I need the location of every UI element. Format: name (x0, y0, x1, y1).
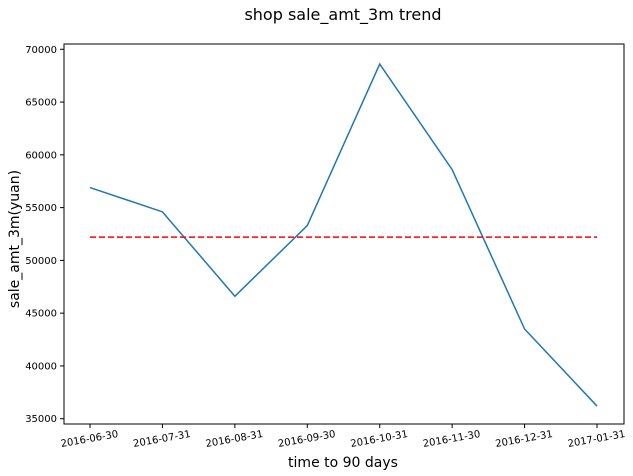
trend-point (378, 62, 382, 66)
y-tick-label: 45000 (25, 309, 57, 320)
x-axis-title: time to 90 days (288, 455, 398, 471)
y-tick-label: 65000 (25, 98, 57, 109)
x-tick-label: 2016-12-31 (495, 429, 554, 450)
x-tick-label: 2016-09-30 (277, 429, 336, 450)
average-point (378, 235, 382, 239)
x-tick-label: 2016-06-30 (60, 429, 119, 450)
y-tick-label: 50000 (25, 256, 57, 267)
y-tick-label: 60000 (25, 150, 57, 161)
y-axis-title: sale_amt_3m(yuan) (7, 170, 23, 308)
chart-title: shop sale_amt_3m trend (244, 5, 441, 25)
average-point (233, 235, 237, 239)
average-point (88, 235, 92, 239)
x-tick-label: 2017-01-31 (567, 429, 626, 450)
average-point (595, 235, 599, 239)
x-tick-label: 2016-10-31 (350, 429, 409, 450)
plot-area: 35000 40000 45000 50000 55000 60000 65000 70000… (25, 43, 626, 450)
plot-frame (63, 43, 625, 425)
trend-line (89, 62, 598, 407)
y-tick-label: 40000 (25, 361, 57, 372)
trend-point (160, 210, 164, 214)
y-tick-label: 35000 (25, 414, 57, 425)
trend-point (523, 327, 527, 331)
average-point (523, 235, 527, 239)
average-point (305, 235, 309, 239)
x-tick-label: 2016-07-31 (132, 429, 191, 450)
average-point (160, 235, 164, 239)
trend-point (305, 224, 309, 228)
trend-point (88, 186, 92, 190)
y-tick-label: 55000 (25, 203, 57, 214)
x-tick-label: 2016-08-31 (205, 429, 264, 450)
y-tick-label: 70000 (25, 45, 57, 56)
x-tick-label: 2016-11-30 (422, 429, 481, 450)
trend-point (595, 404, 599, 408)
trend-point (450, 168, 454, 172)
trend-point (233, 294, 237, 298)
average-point (450, 235, 454, 239)
